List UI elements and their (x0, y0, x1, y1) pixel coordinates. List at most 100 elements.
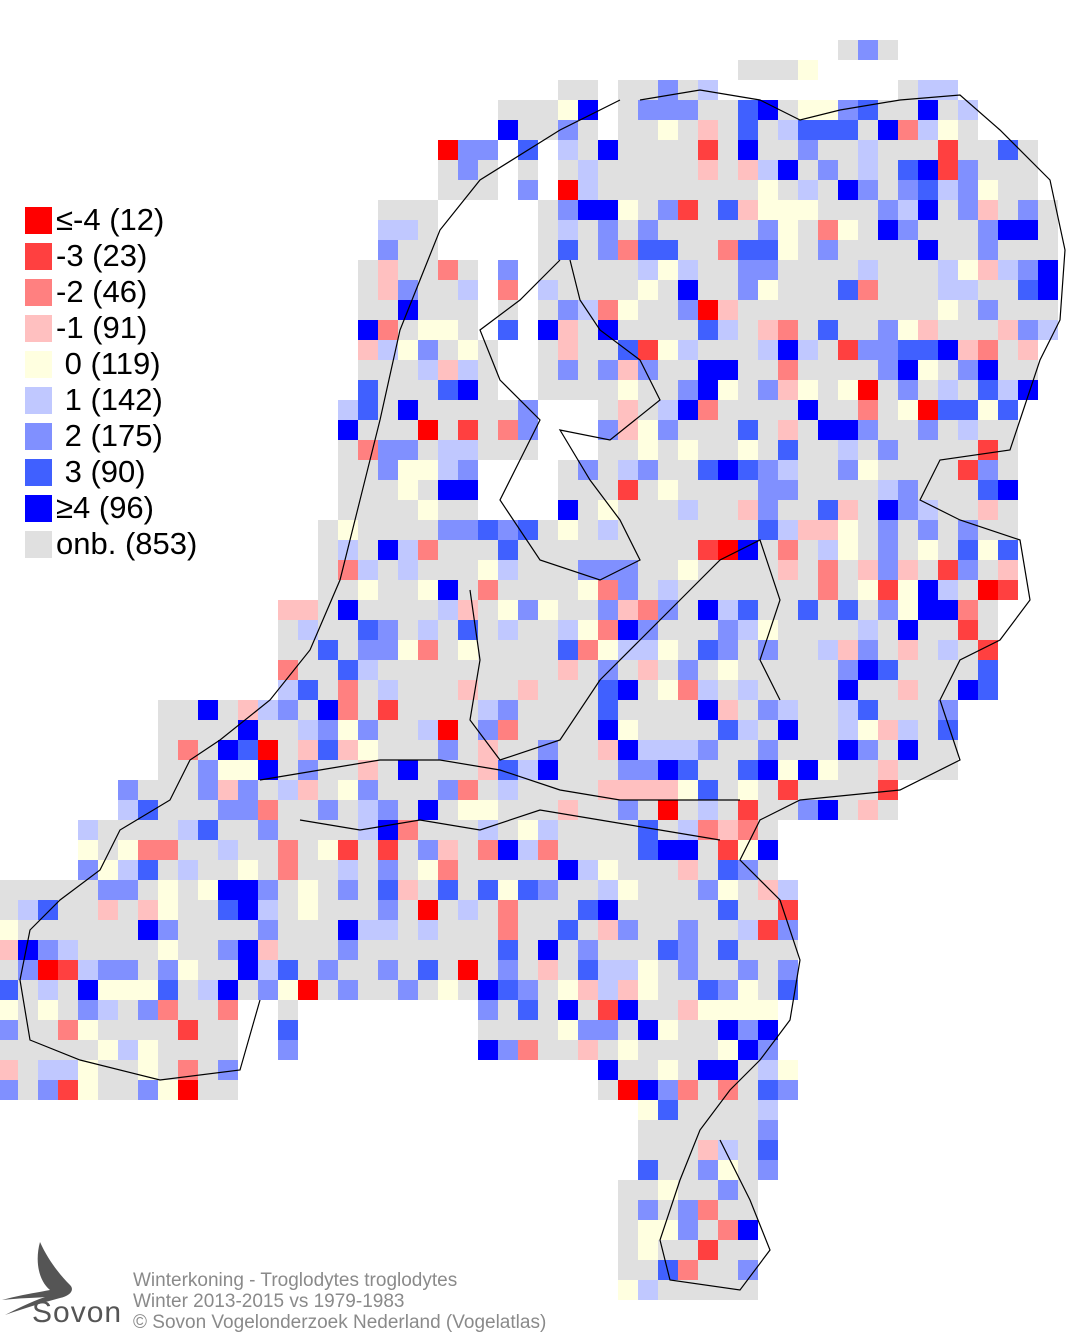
grid-cell (858, 520, 878, 540)
grid-cell (638, 560, 658, 580)
grid-cell (338, 920, 358, 940)
grid-cell (198, 800, 218, 820)
grid-cell (458, 620, 478, 640)
grid-cell (538, 1040, 558, 1060)
grid-cell (198, 960, 218, 980)
grid-cell (518, 980, 538, 1000)
grid-cell (238, 860, 258, 880)
grid-cell (638, 440, 658, 460)
grid-cell (838, 740, 858, 760)
grid-cell (138, 860, 158, 880)
grid-cell (758, 740, 778, 760)
grid-cell (378, 700, 398, 720)
legend-swatch (25, 458, 52, 486)
grid-cell (738, 320, 758, 340)
grid-cell (1038, 220, 1058, 240)
grid-cell (678, 660, 698, 680)
grid-cell (158, 1020, 178, 1040)
grid-cell (178, 920, 198, 940)
grid-cell (758, 440, 778, 460)
grid-cell (478, 540, 498, 560)
grid-cell (478, 680, 498, 700)
grid-cell (578, 500, 598, 520)
grid-cell (658, 380, 678, 400)
grid-cell (398, 440, 418, 460)
legend-label: onb. (853) (56, 526, 198, 561)
grid-cell (118, 800, 138, 820)
grid-cell (538, 660, 558, 680)
grid-cell (98, 840, 118, 860)
grid-cell (738, 100, 758, 120)
grid-cell (538, 100, 558, 120)
grid-cell (598, 240, 618, 260)
grid-cell (398, 420, 418, 440)
grid-cell (518, 100, 538, 120)
grid-cell (578, 740, 598, 760)
grid-cell (418, 560, 438, 580)
grid-cell (658, 440, 678, 460)
grid-cell (938, 340, 958, 360)
grid-cell (518, 940, 538, 960)
grid-cell (418, 600, 438, 620)
grid-cell (398, 720, 418, 740)
grid-cell (318, 560, 338, 580)
grid-cell (658, 1220, 678, 1240)
grid-cell (78, 820, 98, 840)
grid-cell (818, 460, 838, 480)
grid-cell (678, 1240, 698, 1260)
grid-cell (358, 380, 378, 400)
grid-cell (518, 900, 538, 920)
grid-cell (698, 380, 718, 400)
legend-label: ≤-4 (12) (56, 202, 165, 237)
grid-cell (558, 780, 578, 800)
grid-cell (718, 1240, 738, 1260)
grid-cell (578, 520, 598, 540)
grid-cell (618, 780, 638, 800)
grid-cell (598, 140, 618, 160)
grid-cell (658, 660, 678, 680)
grid-cell (758, 400, 778, 420)
legend-swatch (25, 314, 52, 342)
grid-cell (718, 800, 738, 820)
grid-cell (898, 360, 918, 380)
grid-cell (958, 620, 978, 640)
grid-cell (238, 820, 258, 840)
grid-cell (818, 140, 838, 160)
grid-cell (998, 160, 1018, 180)
grid-cell (698, 1140, 718, 1160)
grid-cell (458, 140, 478, 160)
grid-cell (558, 360, 578, 380)
grid-cell (758, 580, 778, 600)
grid-cell (538, 380, 558, 400)
grid-cell (718, 1120, 738, 1140)
grid-cell (558, 340, 578, 360)
grid-cell (78, 1000, 98, 1020)
grid-cell (658, 540, 678, 560)
grid-cell (798, 400, 818, 420)
grid-cell (838, 800, 858, 820)
grid-cell (258, 740, 278, 760)
grid-cell (178, 1000, 198, 1020)
grid-cell (978, 420, 998, 440)
grid-cell (638, 700, 658, 720)
grid-cell (838, 680, 858, 700)
grid-cell (758, 640, 778, 660)
grid-cell (498, 720, 518, 740)
grid-cell (778, 400, 798, 420)
grid-cell (438, 780, 458, 800)
grid-cell (458, 460, 478, 480)
grid-cell (738, 480, 758, 500)
grid-cell (618, 160, 638, 180)
grid-cell (558, 960, 578, 980)
river-line (259, 759, 740, 801)
grid-cell (938, 260, 958, 280)
grid-cell (838, 400, 858, 420)
grid-cell (858, 540, 878, 560)
grid-cell (938, 400, 958, 420)
grid-cell (798, 140, 818, 160)
grid-cell (418, 620, 438, 640)
grid-cell (658, 960, 678, 980)
grid-cell (758, 900, 778, 920)
grid-cell (398, 980, 418, 1000)
grid-cell (678, 440, 698, 460)
